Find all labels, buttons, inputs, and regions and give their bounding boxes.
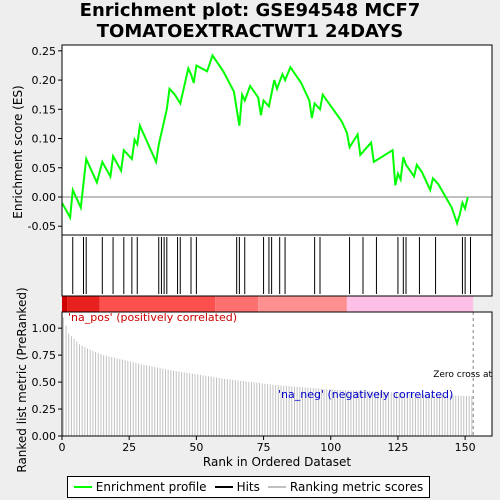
es-y-tick-label: 0.20 [32, 74, 57, 87]
es-y-tick-label: 0.05 [32, 162, 57, 175]
legend-label-hits: Hits [236, 480, 260, 494]
legend-item-hits: Hits [214, 480, 260, 494]
es-y-tick-label: -0.05 [28, 220, 56, 233]
metric-y-tick-label: 1.00 [32, 322, 57, 335]
es-y-tick-label: 0.00 [32, 191, 57, 204]
es-y-axis-label: Enrichment score (ES) [11, 85, 25, 218]
hits-panel-border [61, 234, 493, 297]
x-tick-label: 0 [59, 441, 66, 454]
ranking-bar-segment [346, 296, 474, 312]
legend-item-es: Enrichment profile [73, 480, 207, 494]
x-tick-label: 50 [189, 441, 203, 454]
x-tick-label: 150 [455, 441, 476, 454]
metric-y-axis-label: Ranked list metric (PreRanked) [15, 287, 29, 472]
es-series-line [61, 53, 469, 227]
legend-label-metric: Ranking metric scores [289, 480, 424, 494]
pos-annotation: 'na_pos' (positively correlated) [68, 311, 237, 324]
x-tick-label: 75 [257, 441, 271, 454]
metric-y-tick-label: 0.00 [32, 430, 57, 443]
hits-panel [62, 235, 492, 296]
es-panel [62, 45, 492, 235]
ranking-bar-segment [215, 296, 259, 312]
zero-cross-label: Zero cross at [433, 370, 492, 380]
ranking-bar-segment [62, 296, 68, 312]
es-y-tick-label: 0.10 [32, 133, 57, 146]
legend: Enrichment profile Hits Ranking metric s… [67, 476, 430, 498]
legend-swatch-metric [267, 486, 286, 488]
ranking-bar-segment [67, 296, 100, 312]
chart-title-line2: TOMATOEXTRACTWT1 24DAYS [96, 21, 404, 42]
x-axis-label: Rank in Ordered Dataset [203, 455, 351, 469]
x-tick-label: 25 [122, 441, 136, 454]
legend-swatch-es [73, 486, 92, 488]
chart-title-line1: Enrichment plot: GSE94548 MCF7 [79, 0, 421, 21]
metric-y-tick-label: 0.75 [32, 349, 57, 362]
x-tick-label: 125 [387, 441, 408, 454]
legend-swatch-hits [214, 486, 233, 488]
ranking-bar-segment [258, 296, 347, 312]
legend-item-metric: Ranking metric scores [267, 480, 424, 494]
ranking-bar-segment [99, 296, 216, 312]
metric-y-tick-label: 0.50 [32, 376, 57, 389]
metric-panel-border [61, 311, 493, 437]
es-y-tick-label: 0.25 [32, 45, 57, 58]
metric-panel [62, 312, 492, 436]
chart-title: Enrichment plot: GSE94548 MCF7 TOMATOEXT… [0, 0, 500, 42]
legend-label-es: Enrichment profile [95, 480, 207, 494]
x-tick-label: 100 [320, 441, 341, 454]
es-y-tick-label: 0.15 [32, 103, 57, 116]
metric-y-tick-label: 0.25 [32, 403, 57, 416]
neg-annotation: 'na_neg' (negatively correlated) [278, 388, 453, 401]
